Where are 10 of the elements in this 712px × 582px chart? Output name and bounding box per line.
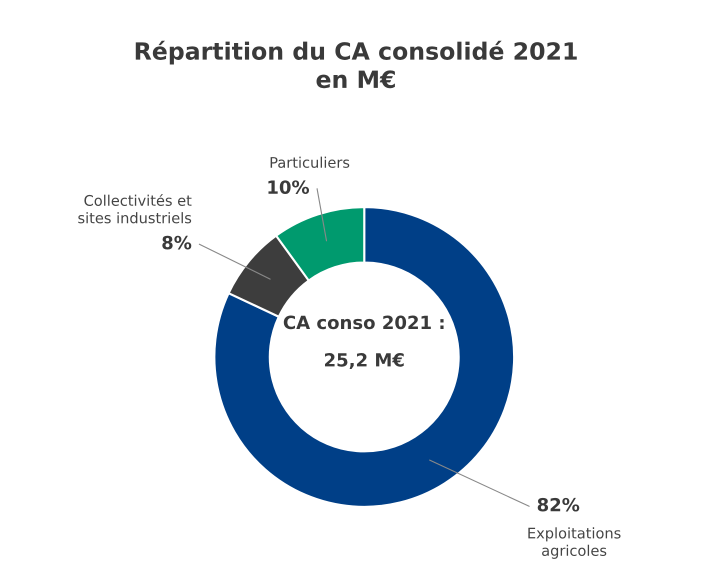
slice-label: Exploitations agricoles: [528, 527, 621, 559]
donut-slice: [213, 206, 516, 508]
text: 25,2 M€: [324, 353, 404, 369]
slice-label: Collectivités et sites industriels: [78, 194, 192, 224]
data-label: 82%: [538, 498, 580, 512]
text: CA conso 2021 :: [284, 316, 444, 330]
slice-label: Particuliers: [270, 156, 350, 168]
data-label: 10%: [268, 180, 310, 194]
data-label: 8%: [162, 236, 192, 250]
chart-title: Répartition du CA consolidé 2021 en M€: [136, 40, 577, 88]
